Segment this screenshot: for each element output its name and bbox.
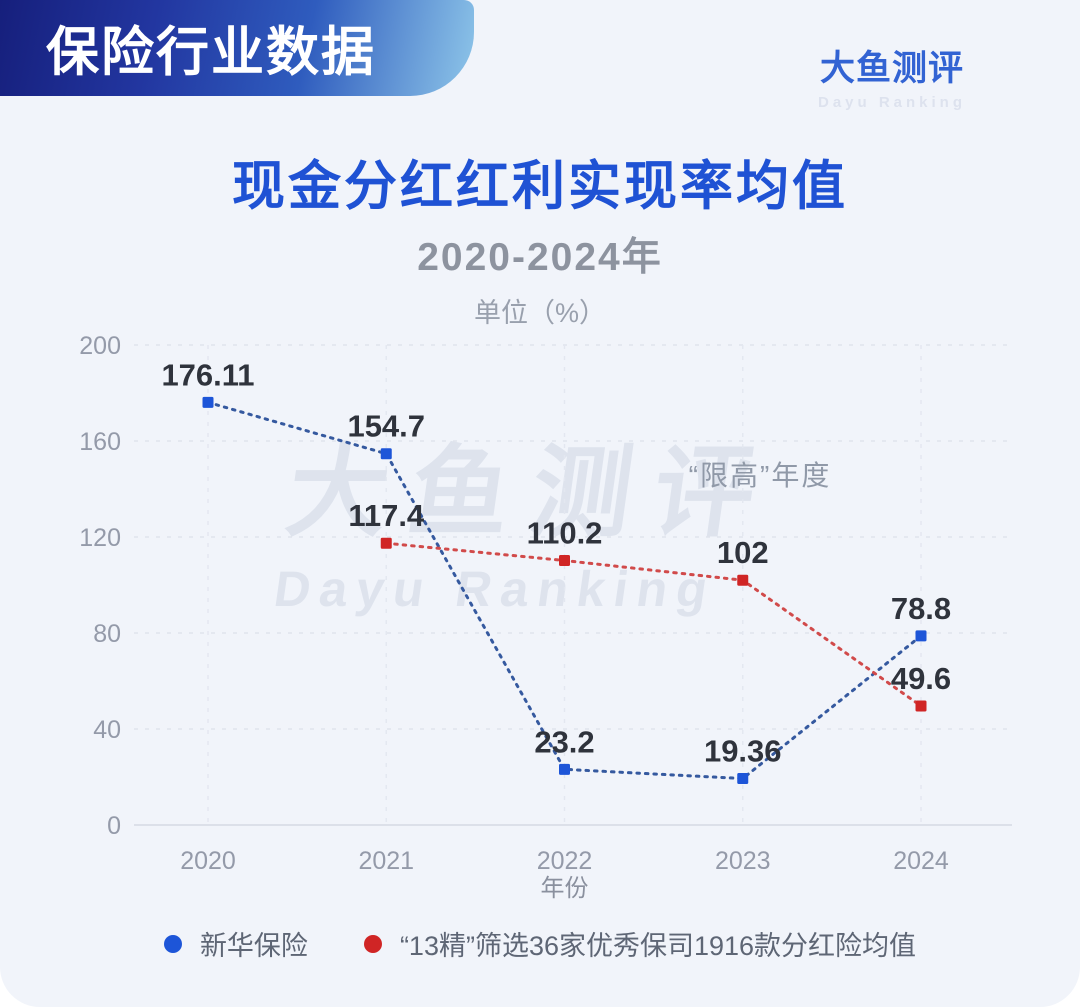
- legend-dot-icon: [363, 934, 382, 953]
- y-tick-label: 0: [107, 812, 121, 840]
- chart-annotation: “限高”年度: [688, 460, 832, 491]
- x-tick-label: 2022: [537, 847, 593, 875]
- data-label: 110.2: [527, 516, 603, 551]
- legend-item-series-0: 新华保险: [163, 924, 308, 963]
- data-point: [380, 448, 392, 460]
- data-point: [202, 396, 214, 408]
- x-axis-title: 年份: [541, 875, 589, 902]
- data-label: 117.4: [348, 498, 425, 533]
- data-point: [380, 537, 392, 549]
- x-tick-label: 2023: [715, 847, 771, 875]
- y-tick-label: 40: [93, 716, 121, 744]
- series-line-1: [384, 541, 923, 708]
- data-label: 176.11: [161, 357, 254, 392]
- data-point: [915, 700, 927, 712]
- unit-label: 单位（%）: [473, 298, 606, 328]
- page-title: 现金分红红利实现率均值: [232, 157, 848, 216]
- legend-item-series-1: “13精”筛选36家优秀保司1916款分红险均值: [363, 924, 917, 963]
- y-tick-label: 200: [79, 332, 121, 360]
- data-label: 19.36: [704, 734, 782, 769]
- data-label: 23.2: [534, 724, 594, 759]
- y-tick-label: 80: [93, 620, 121, 648]
- chart-legend: 新华保险 “13精”筛选36家优秀保司1916款分红险均值: [0, 924, 1080, 963]
- legend-dot-icon: [163, 934, 182, 953]
- data-label: 78.8: [891, 591, 951, 626]
- data-label: 49.6: [891, 661, 951, 696]
- data-point: [559, 763, 570, 775]
- chart-subtitle: 2020-2024年: [417, 236, 663, 279]
- x-tick-label: 2020: [180, 847, 236, 875]
- brand-logo-subtitle: Dayu Ranking: [817, 94, 967, 111]
- badge-label: 保险行业数据: [46, 23, 376, 82]
- data-point: [737, 574, 749, 586]
- brand-logo: 大鱼测评 Dayu Ranking: [810, 40, 974, 111]
- y-tick-label: 160: [79, 428, 121, 456]
- data-label: 154.7: [347, 409, 425, 444]
- legend-label: 新华保险: [199, 931, 308, 961]
- brand-logo-title: 大鱼测评: [819, 49, 964, 88]
- header-badge: 保险行业数据: [0, 0, 474, 96]
- data-point: [559, 555, 570, 567]
- y-tick-label: 120: [79, 524, 121, 552]
- data-point: [737, 773, 749, 785]
- legend-label: “13精”筛选36家优秀保司1916款分红险均值: [399, 931, 917, 961]
- data-point: [915, 630, 927, 642]
- x-tick-label: 2024: [893, 847, 949, 875]
- x-tick-label: 2021: [358, 847, 414, 875]
- data-label: 102: [717, 535, 769, 570]
